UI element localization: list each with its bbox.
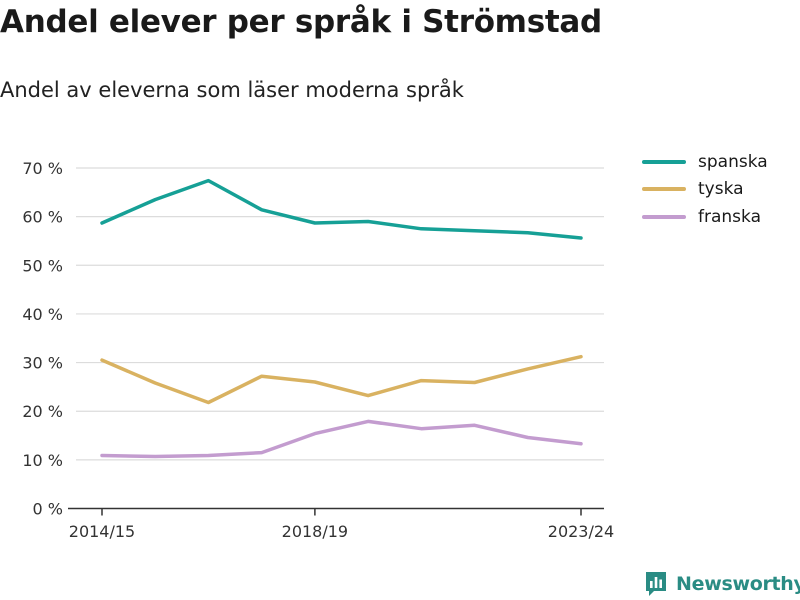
legend-item-franska: franska — [642, 203, 768, 231]
brand-logo: Newsworthy — [644, 570, 800, 598]
y-tick-label: 40 % — [22, 305, 63, 324]
series-lines — [100, 178, 583, 459]
y-tick-label: 0 % — [33, 500, 63, 519]
brand-name: Newsworthy — [676, 573, 800, 595]
y-tick-label: 60 % — [22, 208, 63, 227]
legend-swatch-tyska — [642, 187, 686, 192]
legend: spanska tyska franska — [642, 148, 768, 231]
y-axis-ticks: 0 % 10 % 20 % 30 % 40 % 50 % 60 % 70 % — [22, 159, 63, 519]
x-axis-ticks: 2014/15 2018/19 2023/24 — [69, 508, 614, 541]
y-tick-label: 20 % — [22, 402, 63, 421]
y-tick-label: 50 % — [22, 256, 63, 275]
series-line-spanska — [100, 178, 583, 240]
legend-item-spanska: spanska — [642, 148, 768, 176]
series-line-franska — [100, 419, 583, 459]
series-line-tyska — [100, 354, 583, 405]
y-tick-label: 70 % — [22, 159, 63, 178]
chart-title: Andel elever per språk i Strömstad — [0, 4, 602, 40]
x-tick-label: 2023/24 — [548, 522, 614, 541]
legend-label-spanska: spanska — [698, 151, 768, 172]
gridlines — [76, 167, 604, 461]
x-tick-label: 2014/15 — [69, 522, 135, 541]
x-tick-label: 2018/19 — [282, 522, 348, 541]
legend-item-tyska: tyska — [642, 176, 768, 204]
y-tick-label: 10 % — [22, 451, 63, 470]
y-tick-label: 30 % — [22, 354, 63, 373]
chart-subtitle: Andel av eleverna som läser moderna språ… — [0, 78, 464, 102]
legend-swatch-spanska — [642, 159, 686, 164]
legend-label-franska: franska — [698, 206, 761, 227]
newsworthy-logo-icon — [646, 572, 666, 596]
legend-swatch-franska — [642, 214, 686, 219]
legend-label-tyska: tyska — [698, 179, 744, 200]
